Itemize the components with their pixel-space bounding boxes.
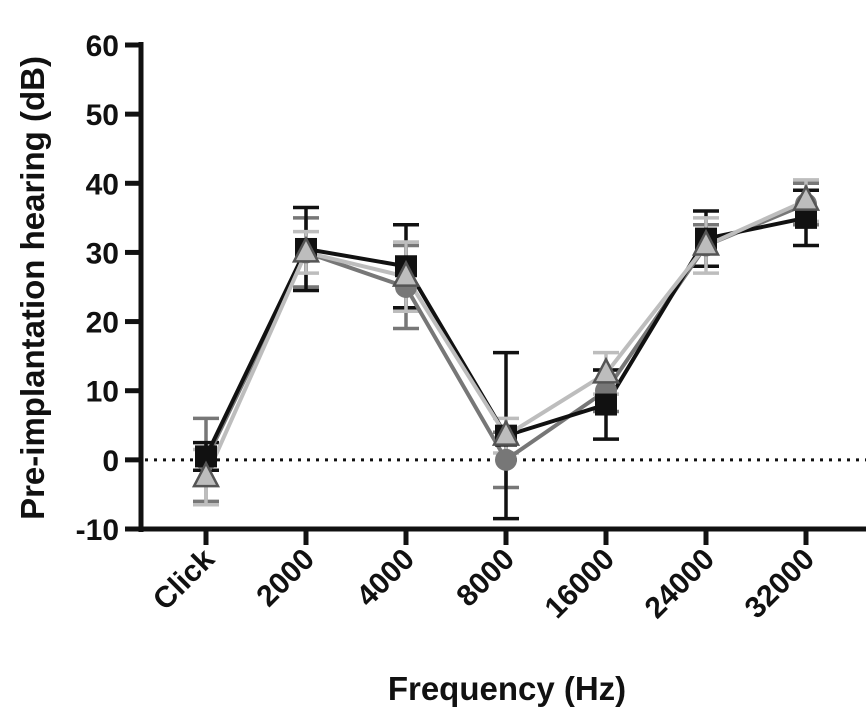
- data-point: [391, 259, 421, 287]
- data-point: [491, 418, 521, 446]
- data-point: [691, 228, 721, 256]
- x-tick-label: 4000: [350, 543, 421, 614]
- y-tick-label: 0: [102, 445, 119, 478]
- y-tick-label: 40: [86, 168, 119, 201]
- y-tick-label: 10: [86, 376, 119, 409]
- series-triangle-markers: [191, 183, 821, 488]
- series-layer: [191, 178, 821, 521]
- data-point: [791, 183, 821, 211]
- data-point: [191, 460, 221, 488]
- data-point: [591, 356, 621, 384]
- y-axis-label: Pre-implantation hearing (dB): [14, 56, 51, 520]
- x-tick-label: 8000: [450, 543, 521, 614]
- x-tick-label: 16000: [539, 543, 621, 625]
- y-tick-label: 30: [86, 237, 119, 270]
- x-axis-label: Frequency (Hz): [388, 670, 626, 707]
- y-tick-label: 20: [86, 307, 119, 340]
- data-point: [595, 393, 617, 416]
- x-tick-label: 32000: [739, 543, 821, 625]
- data-point: [195, 445, 217, 468]
- y-tick-label: 60: [86, 30, 119, 63]
- data-point: [495, 448, 517, 471]
- x-tick-label: Click: [147, 542, 221, 616]
- data-point: [291, 235, 321, 263]
- axes: -10 0 10 20 30 40 50 60 Click 2000 4000 8000 16000 24…: [76, 30, 866, 625]
- y-tick-label: -10: [76, 514, 119, 547]
- x-tick-label: 2000: [250, 543, 321, 614]
- data-point: [795, 206, 817, 229]
- x-tick-label: 24000: [639, 543, 721, 625]
- y-tick-label: 50: [86, 99, 119, 132]
